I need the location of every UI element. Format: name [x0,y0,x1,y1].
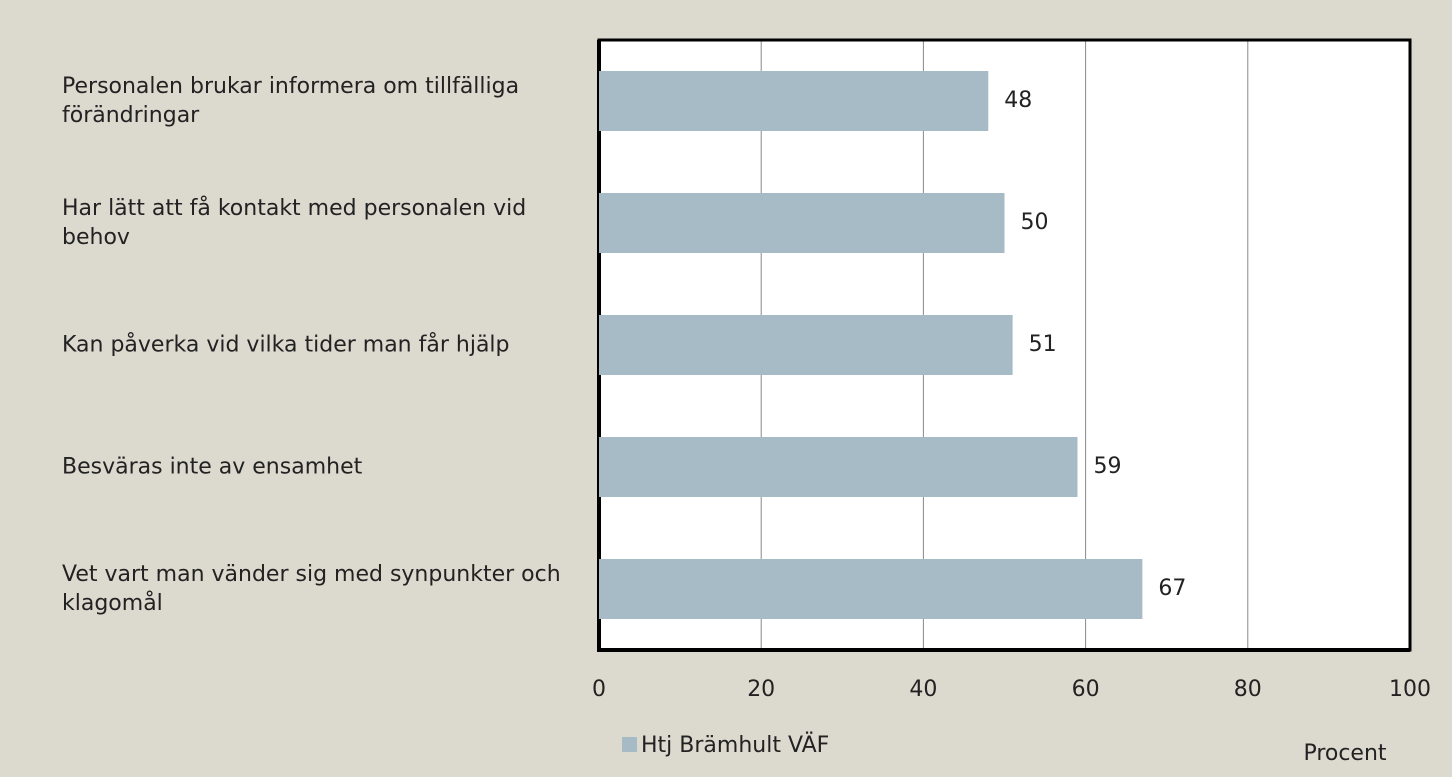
y-tick-label: Besväras inte av ensamhet [62,454,363,480]
y-tick-label: Kan påverka vid vilka tider man får hjäl… [62,332,510,358]
x-axis-label: Procent [1303,741,1386,766]
legend-label: Htj Brämhult VÄF [641,732,829,758]
bar [599,71,989,131]
data-label: 50 [1021,210,1049,235]
bar [599,559,1143,619]
x-tick-label: 40 [909,677,937,702]
y-tick-label: Personalen brukar informera om tillfälli… [62,74,520,128]
x-tick-label: 60 [1072,677,1100,702]
data-label: 59 [1093,454,1121,479]
y-tick-label: Har lätt att få kontakt med personalen v… [62,196,527,250]
data-label: 48 [1004,88,1032,113]
x-tick-label: 80 [1234,677,1262,702]
data-label: 67 [1158,576,1186,601]
legend-swatch [622,737,637,752]
y-tick-label: Vet vart man vänder sig med synpunkter o… [62,562,561,616]
x-tick-label: 100 [1389,677,1431,702]
data-label: 51 [1029,332,1057,357]
bar [599,437,1078,497]
bar [599,193,1005,253]
x-tick-label: 0 [592,677,606,702]
bar [599,315,1013,375]
x-tick-label: 20 [747,677,775,702]
